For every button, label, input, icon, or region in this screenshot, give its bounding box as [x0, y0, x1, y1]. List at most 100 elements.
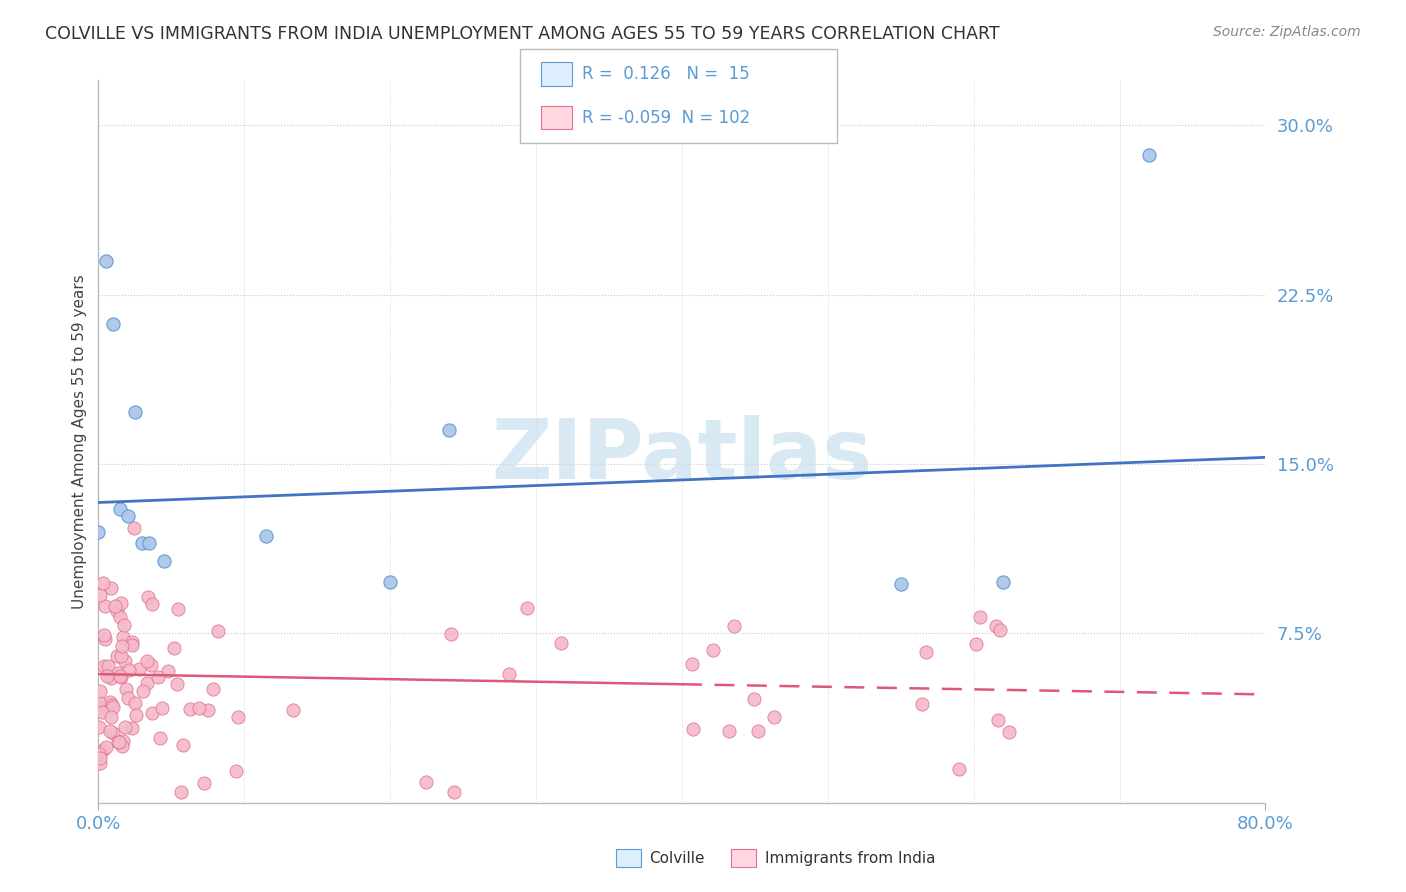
Point: [135, 675, 157, 690]
Point: [111, 639, 134, 653]
Point: [89, 683, 111, 698]
Point: [681, 657, 703, 671]
Point: [101, 698, 124, 713]
Point: [121, 722, 143, 736]
Point: [94, 253, 117, 268]
Point: [915, 645, 938, 659]
Point: [149, 731, 172, 745]
Point: [101, 699, 124, 714]
Point: [96, 669, 118, 683]
Point: [100, 581, 122, 595]
Point: [131, 684, 153, 698]
Point: [969, 610, 991, 624]
Point: [550, 636, 572, 650]
Point: [169, 784, 191, 798]
Text: Immigrants from India: Immigrants from India: [765, 851, 935, 865]
Point: [207, 624, 229, 638]
Point: [141, 658, 163, 673]
Point: [94, 632, 117, 646]
Point: [179, 701, 201, 715]
Point: [121, 639, 143, 653]
Point: [440, 626, 463, 640]
Point: [723, 619, 745, 633]
Point: [128, 662, 150, 676]
Point: [89, 756, 111, 770]
Point: [910, 697, 932, 711]
Point: [110, 670, 132, 684]
Point: [141, 597, 163, 611]
Point: [131, 536, 153, 550]
Point: [157, 665, 180, 679]
Point: [747, 723, 769, 738]
Point: [89, 750, 111, 764]
Point: [281, 703, 304, 717]
Point: [103, 726, 125, 740]
Point: [991, 574, 1014, 589]
Text: R = -0.059  N = 102: R = -0.059 N = 102: [582, 109, 751, 127]
Point: [202, 681, 225, 696]
Point: [167, 601, 190, 615]
Point: [100, 709, 122, 723]
Point: [87, 524, 110, 539]
Point: [763, 710, 786, 724]
Point: [718, 724, 741, 739]
Point: [742, 692, 765, 706]
Point: [107, 735, 129, 749]
Point: [110, 648, 132, 663]
Point: [415, 775, 437, 789]
Point: [135, 654, 157, 668]
Text: ZIPatlas: ZIPatlas: [492, 416, 872, 497]
Point: [98, 724, 121, 739]
Point: [111, 734, 134, 748]
Point: [91, 743, 114, 757]
Point: [948, 762, 970, 776]
Point: [682, 722, 704, 736]
Point: [122, 520, 145, 534]
Point: [110, 610, 132, 624]
Point: [107, 735, 129, 749]
Point: [380, 574, 402, 589]
Point: [965, 637, 987, 651]
Point: [124, 405, 146, 419]
Point: [89, 720, 111, 734]
Point: [100, 671, 122, 685]
Point: [89, 747, 111, 761]
Point: [93, 628, 115, 642]
Point: [225, 764, 247, 779]
Point: [107, 665, 129, 680]
Point: [90, 705, 112, 719]
Point: [110, 596, 132, 610]
Point: [101, 317, 124, 331]
Point: [98, 694, 121, 708]
Point: [998, 724, 1021, 739]
Point: [987, 713, 1010, 727]
Point: [163, 640, 186, 655]
Point: [443, 784, 465, 798]
Point: [114, 654, 136, 668]
Point: [437, 423, 460, 437]
Point: [172, 738, 194, 752]
Point: [91, 575, 114, 590]
Point: [226, 710, 249, 724]
Point: [93, 658, 115, 673]
Point: [117, 509, 139, 524]
Point: [110, 502, 132, 516]
Point: [890, 576, 912, 591]
Point: [105, 649, 128, 664]
Point: [117, 691, 139, 706]
Point: [136, 591, 159, 605]
Point: [114, 720, 136, 734]
Point: [107, 604, 129, 618]
Point: [125, 708, 148, 723]
Point: [702, 642, 724, 657]
Point: [988, 624, 1011, 638]
Point: [124, 696, 146, 710]
Point: [984, 619, 1007, 633]
Point: [87, 695, 110, 709]
Point: [93, 599, 115, 613]
Text: Source: ZipAtlas.com: Source: ZipAtlas.com: [1213, 25, 1361, 39]
Point: [89, 588, 111, 602]
Point: [1137, 148, 1160, 162]
Y-axis label: Unemployment Among Ages 55 to 59 years: Unemployment Among Ages 55 to 59 years: [72, 274, 87, 609]
Point: [115, 681, 138, 696]
